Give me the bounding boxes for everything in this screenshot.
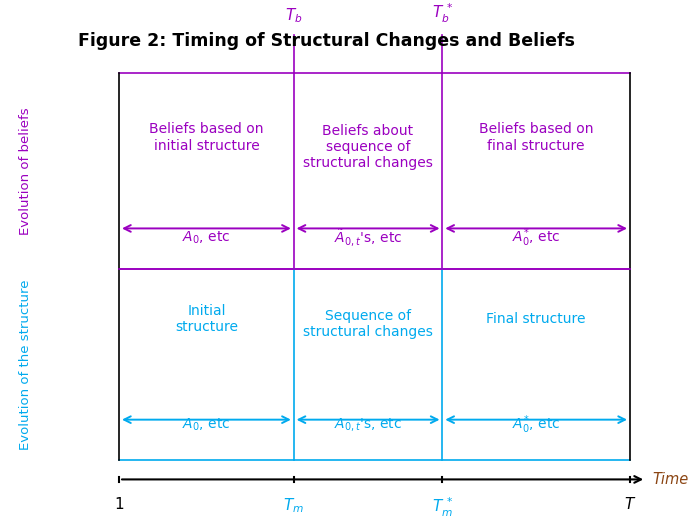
Text: Final structure: Final structure <box>486 312 586 326</box>
Text: Evolution of beliefs: Evolution of beliefs <box>19 107 32 235</box>
Text: $T_b$: $T_b$ <box>285 6 303 25</box>
Text: $A_0^{*}$, etc: $A_0^{*}$, etc <box>512 413 560 436</box>
Text: Beliefs based on
final structure: Beliefs based on final structure <box>479 123 594 152</box>
Text: Time: Time <box>652 472 689 487</box>
Text: $A_0$, etc: $A_0$, etc <box>182 230 231 246</box>
Text: $T$: $T$ <box>624 496 636 512</box>
Text: Beliefs based on
initial structure: Beliefs based on initial structure <box>149 123 264 152</box>
Text: $1$: $1$ <box>114 496 124 512</box>
Text: Initial
structure: Initial structure <box>175 304 238 334</box>
Text: $T_m^{\,*}$: $T_m^{\,*}$ <box>432 496 453 519</box>
Text: Sequence of
structural changes: Sequence of structural changes <box>303 309 433 339</box>
Text: $\tilde{A}_{0,t}$'s, etc: $\tilde{A}_{0,t}$'s, etc <box>334 227 402 248</box>
Text: $A_{0,t}$'s, etc: $A_{0,t}$'s, etc <box>334 416 402 433</box>
Text: Figure 2: Timing of Structural Changes and Beliefs: Figure 2: Timing of Structural Changes a… <box>77 32 574 50</box>
Text: $T_b^{\,*}$: $T_b^{\,*}$ <box>432 2 453 25</box>
Text: $A_0^{*}$, etc: $A_0^{*}$, etc <box>512 227 560 249</box>
Text: Evolution of the structure: Evolution of the structure <box>19 279 32 450</box>
Text: $T_m$: $T_m$ <box>283 496 304 515</box>
Text: $A_0$, etc: $A_0$, etc <box>182 416 231 433</box>
Text: Beliefs about
sequence of
structural changes: Beliefs about sequence of structural cha… <box>303 124 433 170</box>
